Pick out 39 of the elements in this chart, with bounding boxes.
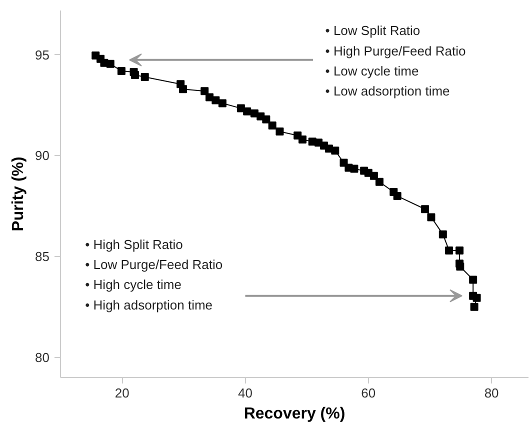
point [140,73,149,82]
point [350,164,358,173]
annotation: • Low Split Ratio • High Purge/Feed Ratio • Low cycle time • Low adsorption time [325,23,466,99]
point [298,136,307,144]
point [117,66,126,75]
x-tick-label: 60 [361,386,376,400]
x-tick-label: 40 [238,386,252,400]
y-tick-label: 80 [35,350,50,365]
point [469,276,478,284]
point [456,246,464,254]
point [268,121,276,130]
point [370,172,378,180]
y-tick-label: 90 [35,148,50,164]
point [179,85,188,94]
point [276,127,284,136]
y-tick-label: 95 [35,47,50,62]
point [200,87,209,96]
point [445,246,454,254]
point [106,60,114,68]
point [393,192,402,200]
point [243,107,252,116]
point [218,99,226,108]
x-tick-label: 20 [114,386,130,400]
annotation: • High Split Ratio • Low Purge/Feed Ratio • High cycle time • High adsorption time [85,236,223,312]
point [470,302,478,311]
point [331,146,340,155]
x-axis-title: Recovery (%) [244,406,346,422]
point [262,115,270,124]
point [212,96,220,104]
point [375,178,384,186]
point [421,205,430,214]
point [131,71,140,80]
point [472,294,481,302]
point [427,213,436,222]
x-tick-label: 80 [484,386,499,400]
point [456,262,464,271]
y-tick-label: 85 [35,249,50,264]
y-axis-title: Purity (%) [10,156,28,232]
point [438,230,447,238]
